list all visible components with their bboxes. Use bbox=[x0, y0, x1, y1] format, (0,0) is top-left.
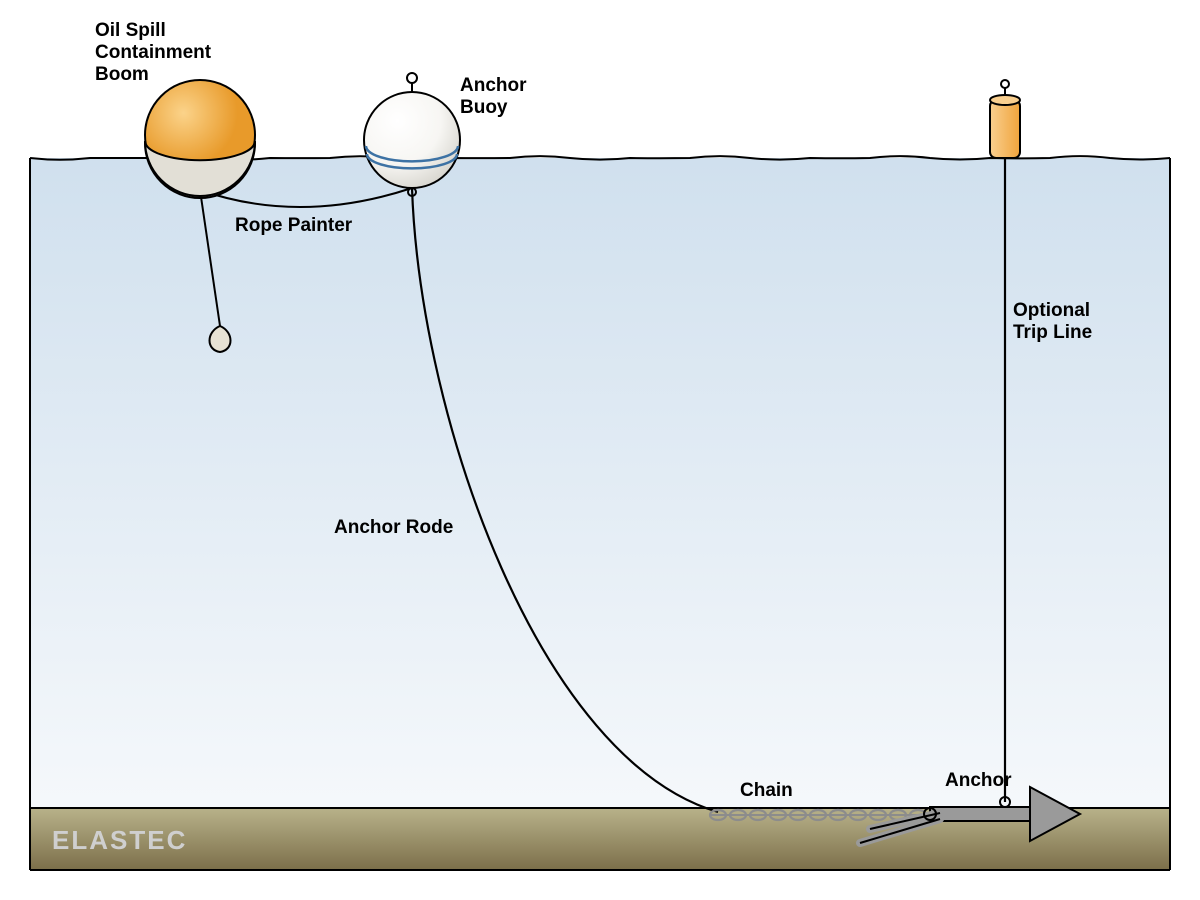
containment-boom bbox=[145, 80, 255, 198]
label-anchor: Anchor bbox=[945, 770, 1012, 792]
diagram-svg bbox=[0, 0, 1200, 900]
label-anchor-rode: Anchor Rode bbox=[334, 517, 453, 539]
diagram-stage: Oil Spill Containment Boom Anchor Buoy R… bbox=[0, 0, 1200, 900]
label-boom: Oil Spill Containment Boom bbox=[95, 20, 211, 86]
label-rope-painter: Rope Painter bbox=[235, 215, 352, 237]
label-chain: Chain bbox=[740, 780, 793, 802]
brand-watermark: ELASTEC bbox=[52, 825, 187, 856]
label-trip-line: Optional Trip Line bbox=[1013, 300, 1092, 344]
label-anchor-buoy: Anchor Buoy bbox=[460, 75, 527, 119]
